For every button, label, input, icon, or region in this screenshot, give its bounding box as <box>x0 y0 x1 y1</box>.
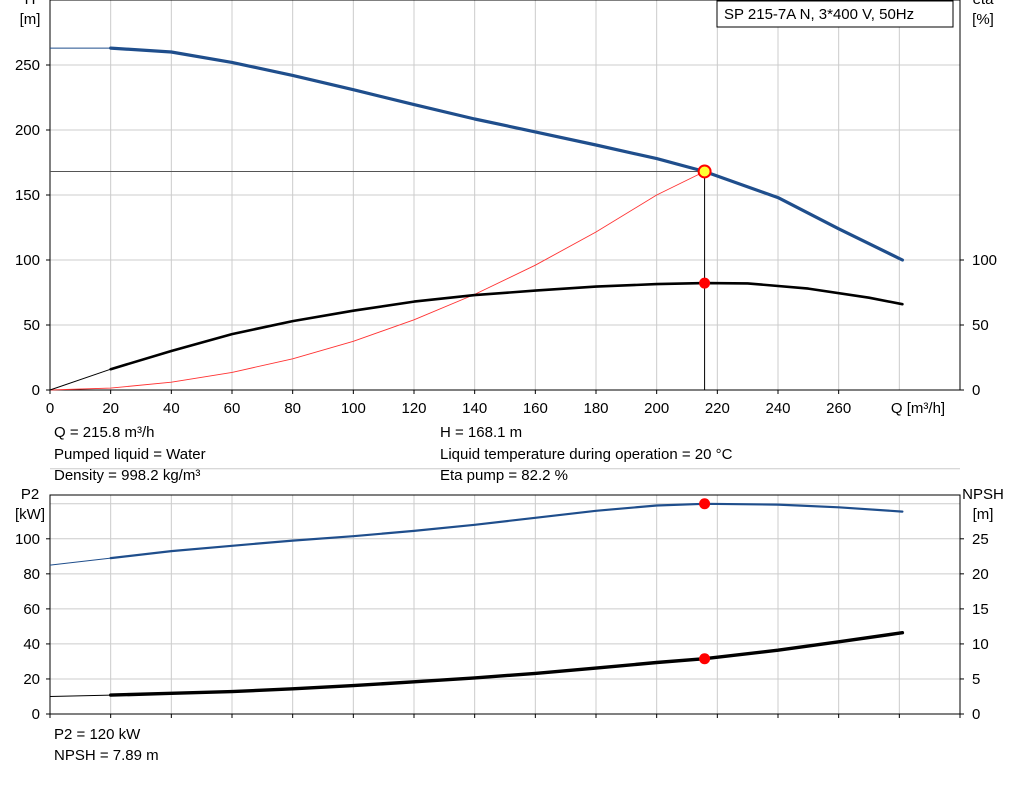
y-right-tick-label: 100 <box>972 252 997 269</box>
power-npsh-chart: 0 20 40 60 80 100 0 5 10 15 20 25 P2 [kW] NPSH [m] <box>15 468 1004 723</box>
y-left-tick-label: 150 <box>15 187 40 204</box>
x-tick-label: 60 <box>224 400 241 417</box>
y-left-axis-label: P2 <box>21 486 39 503</box>
p2-curve-extension <box>49 557 111 566</box>
duty-point-eta-marker <box>699 277 711 289</box>
x-tick-label: 200 <box>644 400 669 417</box>
y-right-tick-label: 25 <box>972 531 989 548</box>
y-left-tick-label: 100 <box>15 252 40 269</box>
info-p2: P2 = 120 kW <box>54 726 141 743</box>
x-tick-label: 160 <box>523 400 548 417</box>
x-tick-label: 40 <box>163 400 180 417</box>
y-left-tick-label: 100 <box>15 531 40 548</box>
eta-curve-extension <box>49 368 111 391</box>
npsh-curve-extension <box>49 694 111 697</box>
y-left-tick-label: 0 <box>32 382 40 399</box>
x-tick-label: 120 <box>401 400 426 417</box>
y-right-tick-label: 20 <box>972 566 989 583</box>
head-eta-chart: 0 50 100 150 200 250 0 50 100 H [m] eta [%] 0 20 40 60 80… <box>15 0 997 417</box>
plot-frame <box>49 494 961 715</box>
y-left-axis-unit: [m] <box>20 11 41 28</box>
y-right-tick-label: 0 <box>972 382 980 399</box>
x-tick-label: 260 <box>826 400 851 417</box>
x-tick-label: 220 <box>705 400 730 417</box>
x-tick-label: 100 <box>341 400 366 417</box>
p2-curve <box>109 502 904 560</box>
y-left-tick-label: 60 <box>23 601 40 618</box>
info-head: H = 168.1 m <box>440 424 523 441</box>
y-right-axis-label: eta <box>973 0 995 8</box>
y-left-tick-label: 40 <box>23 636 40 653</box>
legend-text: SP 215-7A N, 3*400 V, 50Hz <box>724 6 914 23</box>
x-tick-label: 20 <box>102 400 119 417</box>
y-right-tick-label: 15 <box>972 601 989 618</box>
y-left-axis-unit: [kW] <box>15 506 45 523</box>
head-curve <box>109 46 905 262</box>
y-right-tick-label: 5 <box>972 671 980 688</box>
y-left-tick-label: 250 <box>15 57 40 74</box>
x-tick-label: 240 <box>765 400 790 417</box>
duty-point-p2-marker <box>699 498 711 510</box>
y-right-tick-label: 50 <box>972 317 989 334</box>
info-liquid-temperature: Liquid temperature during operation = 20… <box>440 446 733 463</box>
x-tick-label: 140 <box>462 400 487 417</box>
y-left-tick-label: 20 <box>23 671 40 688</box>
x-tick-label: 0 <box>46 400 54 417</box>
info-flow: Q = 215.8 m³/h <box>54 424 155 441</box>
x-tick-label: 180 <box>583 400 608 417</box>
x-axis-label: Q [m³/h] <box>891 400 945 417</box>
npsh-curve <box>108 631 905 697</box>
y-right-axis-unit: [m] <box>973 506 994 523</box>
system-curve <box>49 171 705 391</box>
info-pumped-liquid: Pumped liquid = Water <box>54 446 206 463</box>
info-density: Density = 998.2 kg/m³ <box>54 467 201 484</box>
y-left-axis-label: H <box>25 0 36 8</box>
y-right-axis-label: NPSH <box>962 486 1004 503</box>
y-left-tick-label: 50 <box>23 317 40 334</box>
y-left-tick-label: 80 <box>23 566 40 583</box>
x-tick-label: 80 <box>284 400 301 417</box>
info-eta-pump: Eta pump = 82.2 % <box>440 467 568 484</box>
duty-point-npsh-marker <box>699 653 711 665</box>
y-left-tick-label: 0 <box>32 706 40 723</box>
y-right-tick-label: 0 <box>972 706 980 723</box>
duty-point-head-marker <box>697 164 712 179</box>
info-npsh: NPSH = 7.89 m <box>54 747 159 764</box>
y-right-axis-unit: [%] <box>972 11 994 28</box>
eta-curve <box>109 281 904 371</box>
y-right-tick-label: 10 <box>972 636 989 653</box>
y-left-tick-label: 200 <box>15 122 40 139</box>
legend-box <box>716 0 954 28</box>
